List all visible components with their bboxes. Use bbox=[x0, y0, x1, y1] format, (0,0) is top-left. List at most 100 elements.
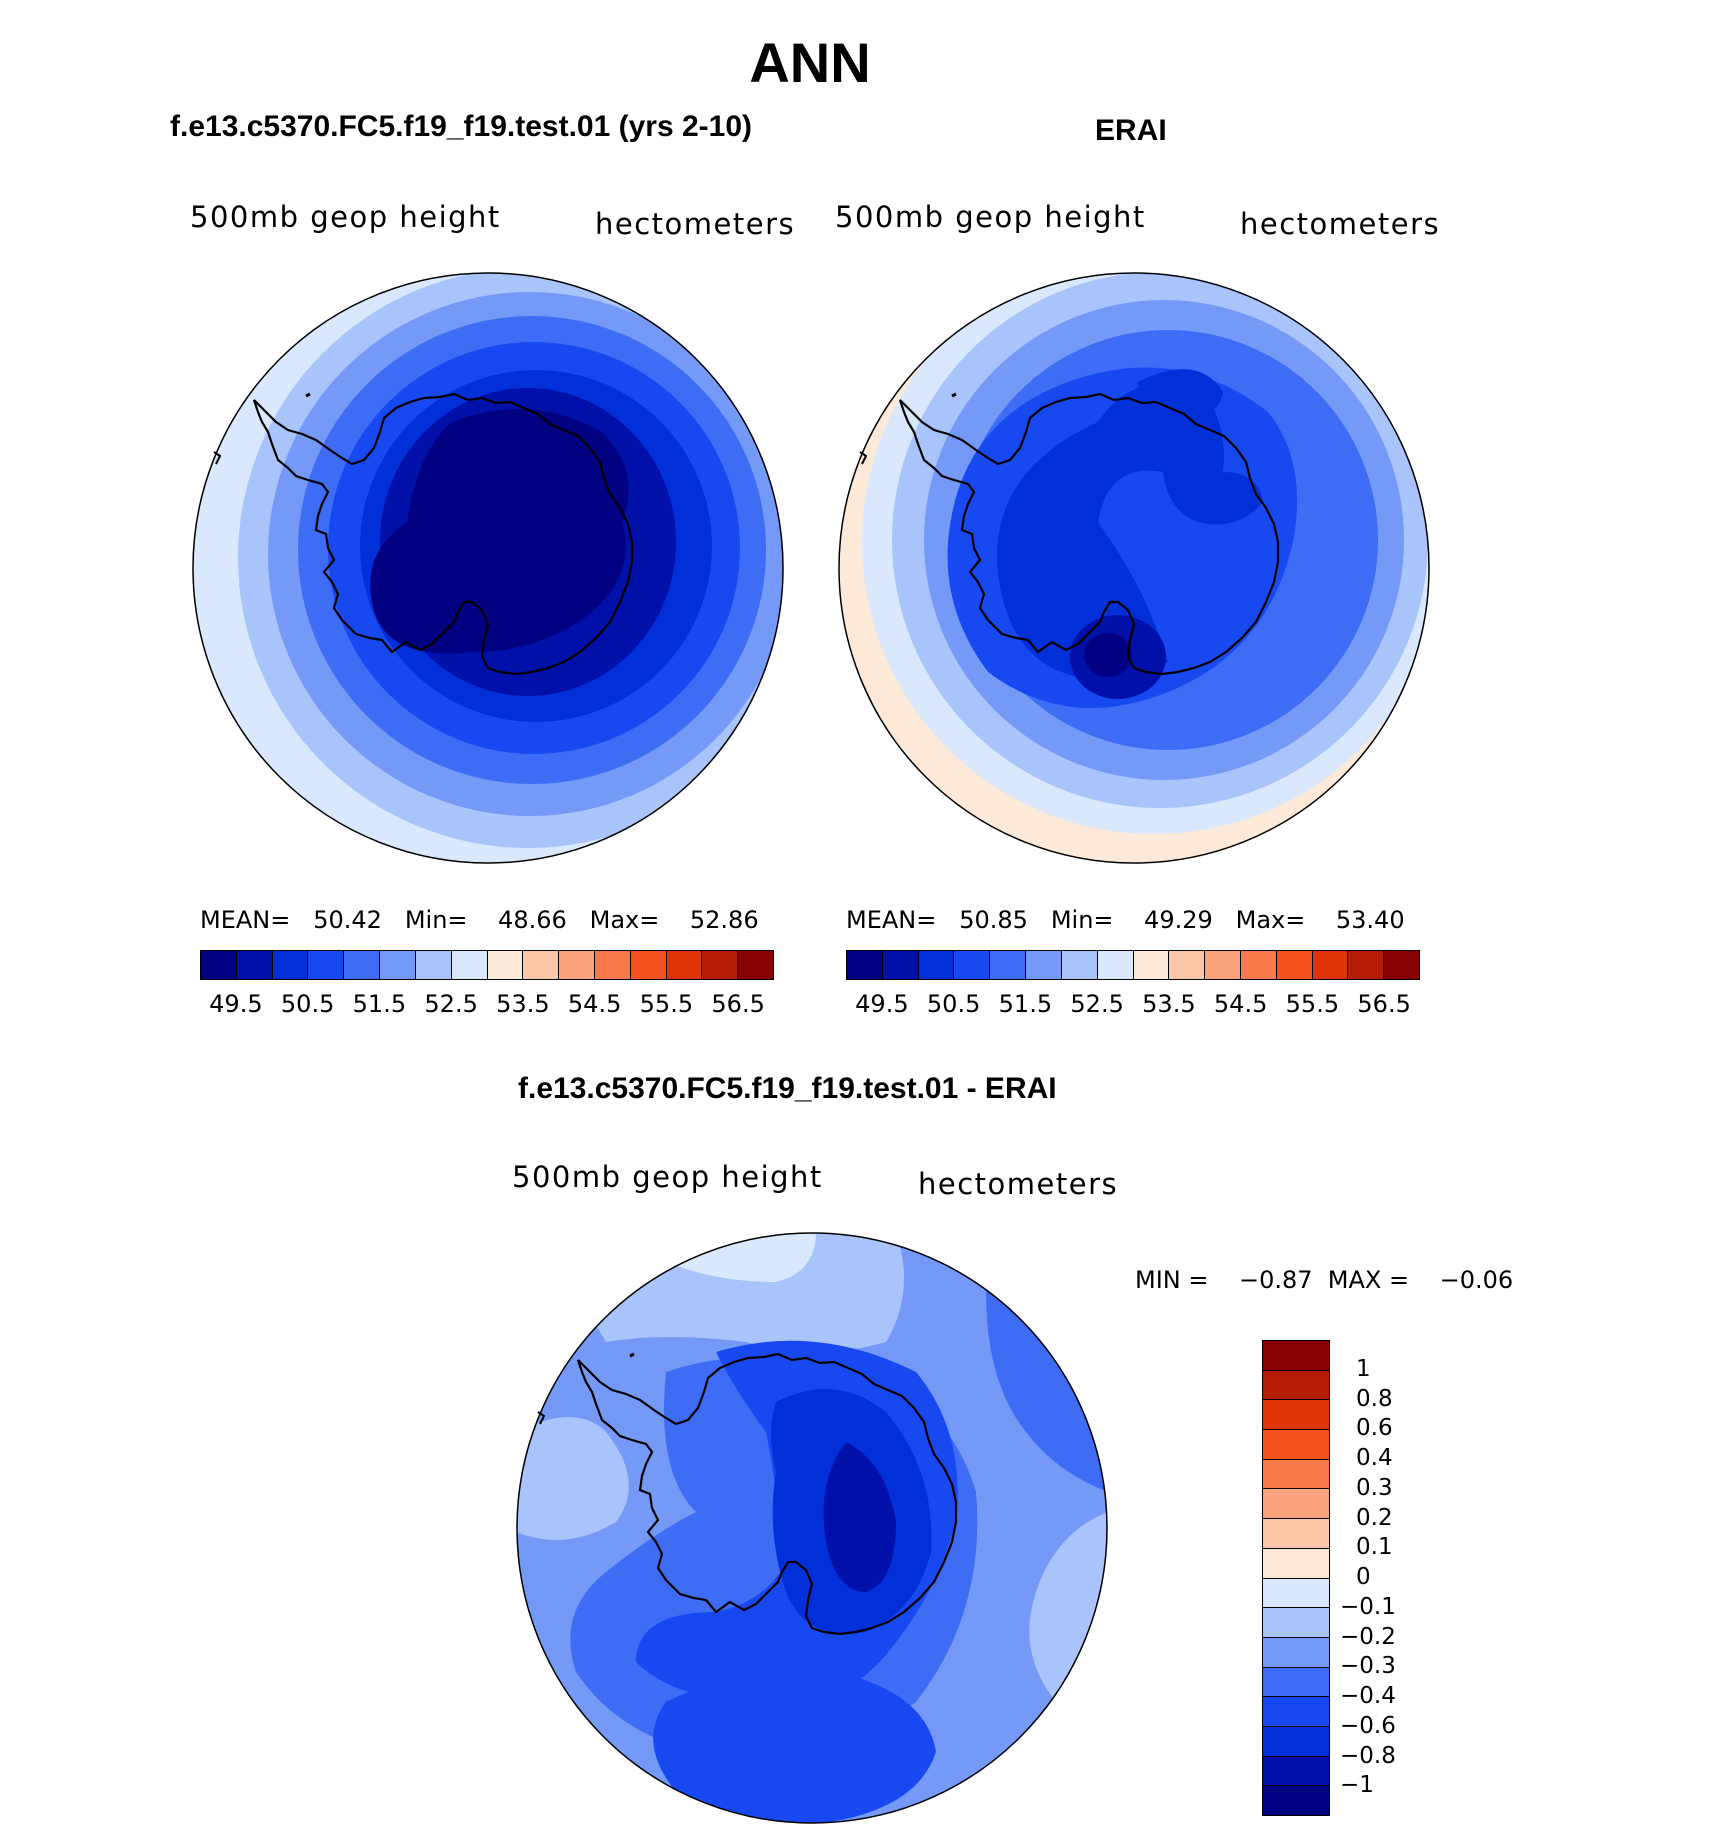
model-colorbar-swatch bbox=[523, 951, 560, 979]
model-subtitle: f.e13.c5370.FC5.f19_f19.test.01 (yrs 2-1… bbox=[170, 110, 753, 143]
diff-colorbar-tick-label: −0.6 bbox=[1340, 1712, 1396, 1739]
diff-colorbar-swatch bbox=[1263, 1756, 1329, 1787]
model-colorbar-tick-label: 49.5 bbox=[209, 990, 263, 1018]
model-colorbar-ticks: 49.5 50.5 51.5 52.5 53.5 54.5 55.5 56.5 bbox=[200, 990, 774, 1020]
model-colorbar-swatch bbox=[415, 951, 452, 979]
obs-colorbar-swatch bbox=[918, 951, 955, 979]
diff-colorbar-swatch bbox=[1263, 1430, 1329, 1460]
diff-colorbar-tick-label: 0.1 bbox=[1356, 1534, 1393, 1561]
obs-colorbar-swatch bbox=[1384, 951, 1419, 979]
model-colorbar-tick-label: 55.5 bbox=[639, 990, 694, 1018]
obs-colorbar-tick-label: 49.5 bbox=[855, 990, 909, 1018]
diff-colorbar-tick-label: −0.8 bbox=[1340, 1742, 1396, 1769]
obs-colorbar-tick-label: 56.5 bbox=[1357, 990, 1411, 1018]
diff-colorbar-tick-label: −0.4 bbox=[1340, 1683, 1396, 1709]
model-variable-label: 500mb geop height bbox=[190, 200, 501, 234]
model-colorbar-tick-label: 56.5 bbox=[711, 990, 765, 1018]
obs-colorbar-swatch bbox=[954, 951, 991, 979]
diff-colorbar-swatch bbox=[1263, 1489, 1329, 1520]
diff-colorbar-tick-label: −1 bbox=[1340, 1772, 1374, 1799]
diff-colorbar-swatch bbox=[1263, 1400, 1329, 1431]
obs-colorbar-tick-label: 53.5 bbox=[1142, 990, 1196, 1018]
diff-colorbar-ticks: 1 0.8 0.6 0.4 0.3 0.2 0.1 0 −0.1 −0.2 −0.3 −0.4 −0.6… bbox=[1340, 1340, 1460, 1816]
obs-colorbar-swatch bbox=[1205, 951, 1241, 979]
obs-stats: MEAN= 50.85 Min= 49.29 Max= 53.40 bbox=[846, 906, 1405, 934]
diff-colorbar-tick-label: 0.4 bbox=[1356, 1445, 1393, 1471]
model-colorbar-tick-label: 52.5 bbox=[424, 990, 478, 1018]
diff-units-label: hectometers bbox=[918, 1167, 1119, 1201]
model-colorbar-tick-label: 53.5 bbox=[496, 990, 550, 1018]
obs-polar-map bbox=[838, 272, 1430, 864]
diff-colorbar-swatch bbox=[1263, 1726, 1329, 1757]
figure-title: ANN bbox=[749, 31, 871, 94]
diff-colorbar-swatch bbox=[1263, 1667, 1329, 1698]
model-colorbar-swatch bbox=[666, 951, 703, 979]
obs-colorbar-swatch bbox=[1026, 951, 1062, 979]
model-colorbar-tick-label: 50.5 bbox=[280, 990, 335, 1018]
obs-colorbar-tick-label: 54.5 bbox=[1213, 990, 1268, 1018]
model-colorbar-swatch bbox=[380, 951, 416, 979]
diff-colorbar-tick-label: 0.3 bbox=[1356, 1474, 1393, 1501]
obs-colorbar-tick-label: 50.5 bbox=[926, 990, 981, 1018]
obs-variable-label: 500mb geop height bbox=[835, 200, 1146, 234]
obs-colorbar-tick-label: 55.5 bbox=[1285, 990, 1340, 1018]
model-island-mark bbox=[305, 392, 311, 398]
obs-colorbar-swatch bbox=[1061, 951, 1098, 979]
model-colorbar-swatch bbox=[738, 951, 773, 979]
diff-colorbar-swatch bbox=[1263, 1786, 1329, 1815]
diff-colorbar-tick-label: −0.1 bbox=[1340, 1593, 1396, 1620]
obs-colorbar-swatch bbox=[1097, 951, 1134, 979]
obs-colorbar bbox=[846, 950, 1420, 980]
diff-colorbar bbox=[1262, 1340, 1330, 1816]
diff-colorbar-swatch bbox=[1263, 1548, 1329, 1579]
diff-colorbar-tick-label: 1 bbox=[1356, 1355, 1371, 1382]
model-colorbar-swatch bbox=[487, 951, 524, 979]
diff-colorbar-tick-label: 0.6 bbox=[1356, 1415, 1393, 1442]
diff-subtitle: f.e13.c5370.FC5.f19_f19.test.01 - ERAI bbox=[518, 1072, 1057, 1105]
obs-subtitle: ERAI bbox=[1095, 114, 1167, 147]
obs-colorbar-swatch bbox=[1133, 951, 1170, 979]
model-colorbar-swatch bbox=[594, 951, 631, 979]
obs-colorbar-tick-label: 51.5 bbox=[998, 990, 1053, 1018]
diff-colorbar-swatch bbox=[1263, 1697, 1329, 1727]
obs-colorbar-swatch bbox=[1240, 951, 1277, 979]
diff-colorbar-tick-label: −0.3 bbox=[1340, 1653, 1396, 1680]
model-colorbar-swatch bbox=[702, 951, 739, 979]
obs-colorbar-swatch bbox=[1276, 951, 1313, 979]
model-stats: MEAN= 50.42 Min= 48.66 Max= 52.86 bbox=[200, 906, 759, 934]
diff-colorbar-swatch bbox=[1263, 1341, 1329, 1371]
model-colorbar-swatch bbox=[308, 951, 345, 979]
model-colorbar-tick-label: 51.5 bbox=[352, 990, 407, 1018]
obs-colorbar-swatch bbox=[990, 951, 1027, 979]
model-polar-map bbox=[192, 272, 784, 864]
model-colorbar-swatch bbox=[344, 951, 381, 979]
diff-polar-map bbox=[516, 1232, 1108, 1824]
diff-colorbar-swatch bbox=[1263, 1578, 1329, 1609]
obs-colorbar-swatch bbox=[1169, 951, 1206, 979]
diff-colorbar-tick-label: 0.8 bbox=[1356, 1385, 1393, 1412]
obs-colorbar-swatch bbox=[847, 951, 883, 979]
diff-colorbar-tick-label: 0.2 bbox=[1356, 1504, 1393, 1531]
obs-colorbar-tick-label: 52.5 bbox=[1070, 990, 1124, 1018]
model-colorbar-swatch bbox=[559, 951, 595, 979]
diff-colorbar-swatch bbox=[1263, 1637, 1329, 1668]
diff-colorbar-tick-label: 0 bbox=[1356, 1564, 1371, 1590]
model-colorbar bbox=[200, 950, 774, 980]
diff-stats: MIN = −0.87 MAX = −0.06 bbox=[1135, 1266, 1514, 1294]
model-colorbar-swatch bbox=[451, 951, 488, 979]
obs-colorbar-swatch bbox=[1312, 951, 1349, 979]
diff-colorbar-swatch bbox=[1263, 1459, 1329, 1490]
model-colorbar-swatch bbox=[630, 951, 667, 979]
diff-colorbar-swatch bbox=[1263, 1370, 1329, 1401]
obs-units-label: hectometers bbox=[1240, 207, 1441, 241]
model-colorbar-swatch bbox=[236, 951, 273, 979]
obs-colorbar-swatch bbox=[1348, 951, 1385, 979]
model-colorbar-swatch bbox=[201, 951, 237, 979]
diff-colorbar-swatch bbox=[1263, 1608, 1329, 1638]
obs-colorbar-swatch bbox=[882, 951, 919, 979]
diff-variable-label: 500mb geop height bbox=[512, 1160, 823, 1194]
obs-colorbar-ticks: 49.5 50.5 51.5 52.5 53.5 54.5 55.5 56.5 bbox=[846, 990, 1420, 1020]
diff-colorbar-tick-label: −0.2 bbox=[1340, 1623, 1396, 1650]
diff-colorbar-swatch bbox=[1263, 1519, 1329, 1549]
model-units-label: hectometers bbox=[595, 207, 796, 241]
